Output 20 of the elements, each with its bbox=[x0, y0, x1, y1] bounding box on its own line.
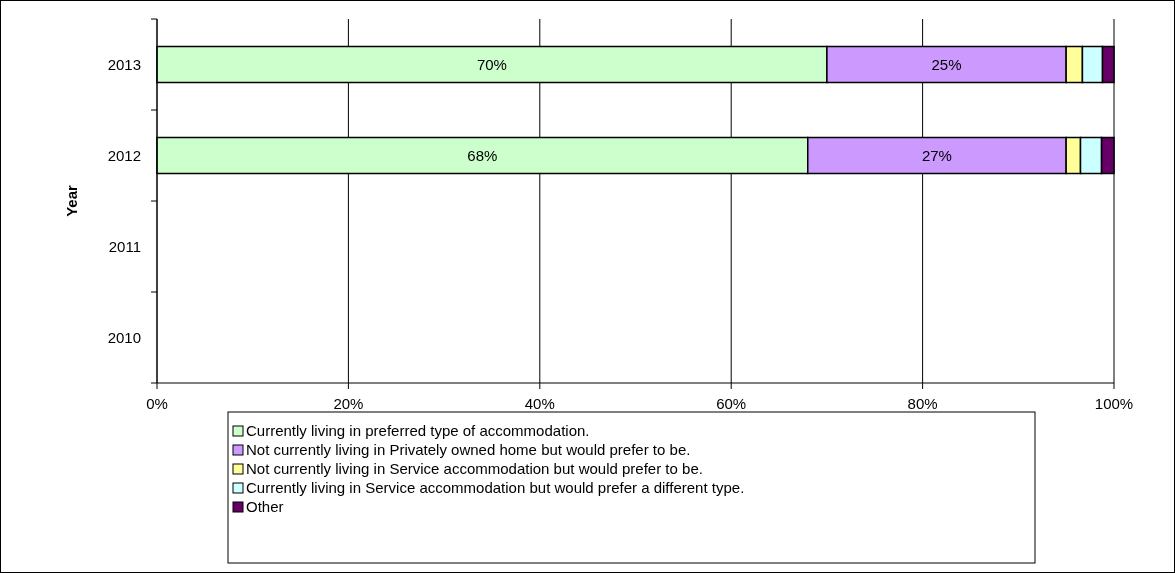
y-tick-label: 2011 bbox=[108, 237, 141, 255]
y-tick-label: 2010 bbox=[107, 328, 141, 346]
data-label: 27% bbox=[921, 146, 952, 164]
y-tick-label: 2012 bbox=[107, 146, 141, 164]
y-axis-title: Year bbox=[63, 184, 80, 217]
legend-label: Currently living in preferred type of accommodation. bbox=[246, 422, 590, 439]
data-label: 68% bbox=[467, 146, 498, 164]
y-tick-label: 2013 bbox=[107, 55, 141, 73]
legend-label: Currently living in Service accommodation but would prefer a different type. bbox=[246, 479, 745, 496]
data-label: 25% bbox=[931, 55, 962, 73]
x-tick-label: 80% bbox=[907, 395, 938, 412]
x-tick-label: 60% bbox=[716, 395, 747, 412]
x-tick-label: 100% bbox=[1094, 395, 1134, 412]
data-label: 70% bbox=[476, 55, 507, 73]
x-tick-label: 40% bbox=[524, 395, 555, 412]
legend-label: Not currently living in Privately owned home but would prefer to be. bbox=[246, 441, 691, 458]
legend-label: Other bbox=[246, 498, 284, 515]
legend-label: Not currently living in Service accommodation but would prefer to be. bbox=[246, 460, 703, 477]
x-tick-label: 0% bbox=[146, 395, 168, 412]
x-tick-label: 20% bbox=[333, 395, 364, 412]
